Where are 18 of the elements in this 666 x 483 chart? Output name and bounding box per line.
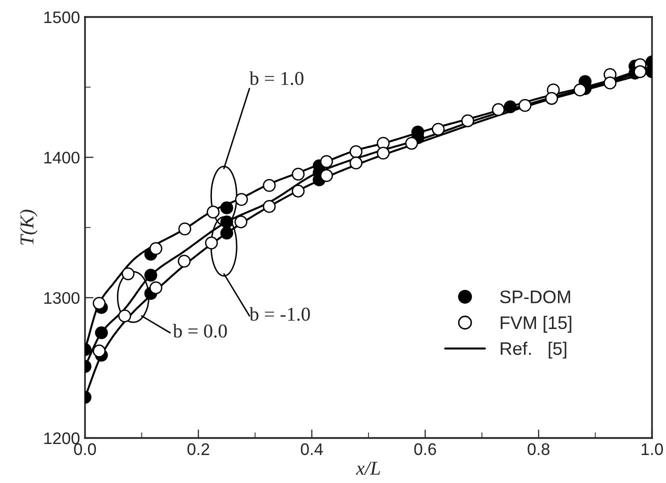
legend-label: FVM [15] (500, 316, 572, 333)
legend-label: SP-DOM (500, 290, 570, 304)
x-axis-title: x/L (356, 462, 380, 475)
x-tick-label: 0.2 (187, 443, 210, 456)
x-tick-label: 0.8 (528, 443, 550, 456)
y-tick-label: 1300 (44, 292, 80, 304)
x-tick-label: 0.4 (300, 443, 323, 456)
y-tick-label: 1400 (44, 152, 80, 164)
y-tick-label: 1500 (44, 11, 80, 24)
annotation: b = 0.0 (172, 324, 227, 338)
annotation: b = 1.0 (249, 71, 304, 86)
x-tick-label: 0.6 (414, 443, 436, 456)
legend-label: Ref. [5] (500, 342, 566, 359)
x-tick-label: 0.0 (74, 443, 96, 456)
annotation: b = -1.0 (249, 307, 310, 321)
y-axis-title: T(K) (20, 210, 38, 245)
x-tick-label: 1.0 (642, 443, 663, 456)
y-tick-label: 1200 (44, 432, 80, 444)
